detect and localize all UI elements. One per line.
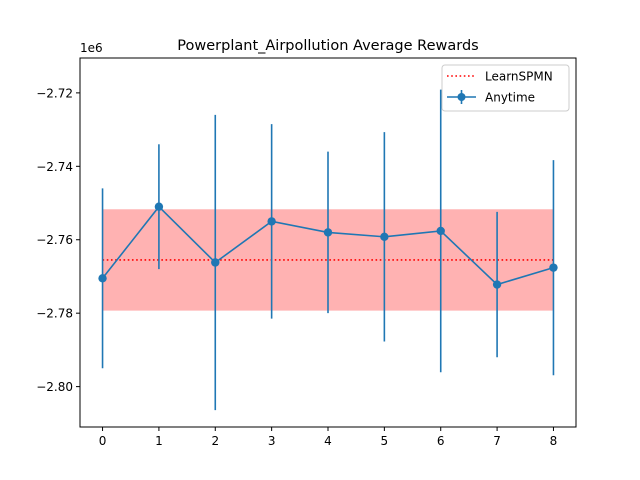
axes: 0 1 2 3 4 5 6 7 8 −2.72 −2.74 −2.76 −2.78 −2.80	[36, 57, 577, 448]
anytime-point	[323, 228, 333, 237]
y-tick-label: −2.72	[36, 86, 73, 100]
anytime-point	[211, 258, 220, 267]
anytime-point	[98, 274, 107, 283]
x-tick-label: 2	[211, 434, 219, 448]
legend-anytime-label: Anytime	[485, 91, 535, 105]
y-tick-label: −2.74	[36, 160, 73, 174]
x-tick-label: 7	[493, 434, 501, 448]
y-offset-label: 1e6	[80, 41, 103, 55]
anytime-point	[380, 232, 389, 242]
chart-title: Powerplant_Airpollution Average Rewards	[177, 38, 478, 54]
x-tick-label: 5	[381, 434, 389, 448]
anytime-point	[436, 226, 445, 236]
legend-anytime-marker	[457, 93, 466, 101]
anytime-point	[492, 280, 502, 289]
y-tick-label: −2.78	[36, 307, 73, 321]
x-tick-label: 1	[155, 434, 163, 448]
y-tick-label: −2.76	[36, 233, 73, 247]
anytime-point	[549, 263, 558, 272]
anytime-point	[154, 202, 164, 211]
y-tick-label: −2.80	[36, 380, 73, 394]
legend: LearnSPMN Anytime	[441, 64, 570, 112]
plot-area	[98, 89, 558, 411]
x-tick-label: 4	[324, 434, 332, 448]
x-tick-label: 6	[437, 434, 445, 448]
anytime-point	[267, 217, 276, 226]
x-tick-label: 3	[268, 434, 276, 448]
x-tick-label: 0	[99, 434, 107, 448]
legend-learnspmn-label: LearnSPMN	[485, 70, 553, 84]
x-tick-label: 8	[550, 434, 558, 448]
